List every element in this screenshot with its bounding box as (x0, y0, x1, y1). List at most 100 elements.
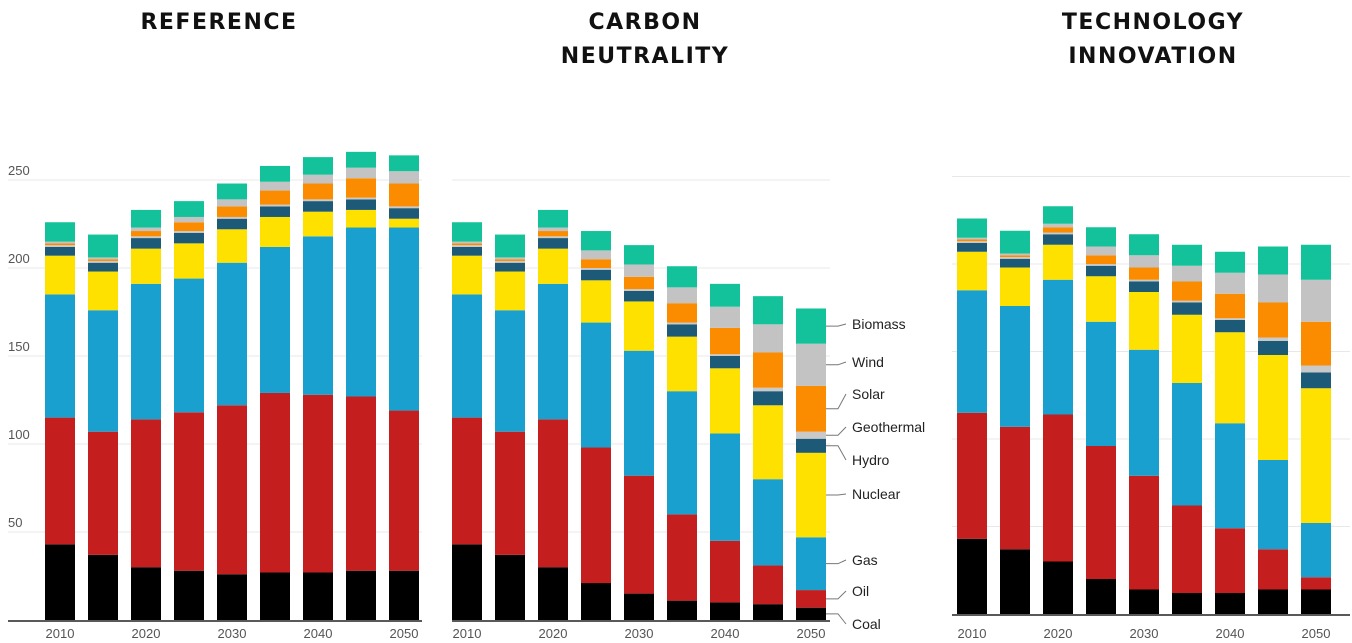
reference-bar-oil-2045 (346, 396, 376, 571)
carbon-neutrality-bar-geothermal-2030 (624, 289, 654, 291)
carbon-neutrality-bar-oil-2040 (710, 540, 740, 603)
reference-x-tick-label: 2040 (304, 626, 333, 641)
technology-innovation-bar-hydro-2025 (1086, 265, 1116, 277)
reference-bar-coal-2015 (88, 554, 118, 620)
technology-innovation-bar-gas-2010 (957, 290, 987, 413)
technology-innovation-bar-oil-2030 (1129, 475, 1159, 590)
technology-innovation-bar-solar-2020 (1043, 227, 1073, 233)
reference-bar-solar-2035 (260, 190, 290, 205)
reference-bar-wind-2050 (389, 171, 419, 184)
reference-bar-coal-2045 (346, 570, 376, 620)
reference-y-tick-label: 100 (8, 427, 30, 442)
technology-innovation-bar-solar-2045 (1258, 302, 1288, 338)
carbon-neutrality-bar-nuclear-2020 (538, 248, 568, 284)
reference-bar-biomass-2035 (260, 165, 290, 182)
carbon-neutrality-bar-wind-2020 (538, 227, 568, 232)
reference-bar-gas-2045 (346, 227, 376, 397)
legend-leader-oil (826, 590, 847, 600)
technology-innovation-bar-nuclear-2045 (1258, 355, 1288, 460)
technology-innovation-bar-nuclear-2035 (1172, 314, 1202, 383)
reference-bar-geothermal-2010 (45, 245, 75, 247)
reference-bar-gas-2025 (174, 278, 204, 413)
carbon-neutrality-bar-biomass-2025 (581, 231, 611, 251)
reference-bar-oil-2025 (174, 412, 204, 571)
reference-bar-nuclear-2025 (174, 243, 204, 279)
carbon-neutrality-bar-hydro-2020 (538, 238, 568, 249)
reference-bar-nuclear-2035 (260, 216, 290, 247)
technology-innovation-bar-biomass-2030 (1129, 234, 1159, 256)
carbon-neutrality-bar-gas-2045 (753, 479, 783, 566)
reference-bar-hydro-2050 (389, 208, 419, 219)
legend-leader-coal (826, 613, 847, 625)
technology-innovation-bar-geothermal-2015 (1000, 257, 1030, 259)
reference-bar-nuclear-2010 (45, 255, 75, 295)
chart-title-carbon-neutrality: CARBON NEUTRALITY (560, 10, 730, 69)
technology-innovation-bar-solar-2010 (957, 239, 987, 242)
reference-bar-biomass-2020 (131, 209, 161, 228)
carbon-neutrality-bar-nuclear-2015 (495, 271, 525, 311)
reference-bar-geothermal-2035 (260, 204, 290, 207)
legend-label-hydro: Hydro (852, 452, 890, 468)
reference-bar-biomass-2050 (389, 155, 419, 172)
reference-x-tick-label: 2030 (218, 626, 247, 641)
reference-bar-nuclear-2020 (131, 248, 161, 284)
technology-innovation-bar-coal-2050 (1301, 589, 1331, 614)
reference-bar-oil-2030 (217, 405, 247, 575)
technology-innovation-bar-wind-2030 (1129, 255, 1159, 268)
technology-innovation-bar-wind-2020 (1043, 223, 1073, 228)
technology-innovation-bar-nuclear-2020 (1043, 244, 1073, 280)
technology-innovation-bar-hydro-2015 (1000, 258, 1030, 268)
carbon-neutrality-x-tick-label: 2050 (797, 626, 826, 641)
carbon-neutrality-bar-hydro-2045 (753, 391, 783, 406)
technology-innovation-bar-hydro-2040 (1215, 320, 1245, 333)
carbon-neutrality-bar-oil-2020 (538, 419, 568, 568)
carbon-neutrality-bar-nuclear-2050 (796, 452, 826, 538)
carbon-neutrality-bar-gas-2040 (710, 433, 740, 541)
technology-innovation-bar-gas-2040 (1215, 423, 1245, 529)
technology-innovation-bar-hydro-2045 (1258, 341, 1288, 355)
reference-bar-nuclear-2050 (389, 218, 419, 228)
carbon-neutrality-bar-geothermal-2045 (753, 387, 783, 392)
technology-innovation-bar-geothermal-2020 (1043, 232, 1073, 235)
carbon-neutrality-bar-geothermal-2025 (581, 268, 611, 270)
technology-innovation-bar-gas-2050 (1301, 523, 1331, 578)
reference-bar-coal-2040 (303, 572, 333, 620)
carbon-neutrality-bar-coal-2035 (667, 600, 697, 620)
technology-innovation-bar-biomass-2040 (1215, 251, 1245, 273)
technology-innovation-bar-hydro-2020 (1043, 234, 1073, 245)
technology-innovation-x-tick-label: 2030 (1130, 626, 1159, 641)
carbon-neutrality-bar-oil-2050 (796, 590, 826, 608)
reference-bar-geothermal-2045 (346, 197, 376, 200)
carbon-neutrality-bar-solar-2025 (581, 259, 611, 268)
carbon-neutrality-bar-geothermal-2050 (796, 431, 826, 439)
reference-bar-wind-2030 (217, 199, 247, 207)
technology-innovation-bar-coal-2010 (957, 538, 987, 614)
reference-bar-oil-2040 (303, 394, 333, 573)
technology-innovation-bar-hydro-2030 (1129, 281, 1159, 292)
carbon-neutrality-bar-hydro-2010 (452, 246, 482, 256)
reference-bar-solar-2015 (88, 259, 118, 261)
technology-innovation-bar-coal-2020 (1043, 561, 1073, 614)
reference-bar-nuclear-2040 (303, 211, 333, 237)
legend-label-coal: Coal (852, 616, 881, 632)
technology-innovation-bar-coal-2030 (1129, 589, 1159, 614)
carbon-neutrality-bar-solar-2040 (710, 327, 740, 355)
reference-bar-gas-2010 (45, 294, 75, 418)
reference-bar-geothermal-2050 (389, 206, 419, 209)
carbon-neutrality-x-tick-label: 2040 (711, 626, 740, 641)
technology-innovation-bar-gas-2025 (1086, 321, 1116, 446)
reference-bar-nuclear-2015 (88, 271, 118, 311)
reference-bar-wind-2035 (260, 181, 290, 191)
carbon-neutrality-bar-geothermal-2035 (667, 322, 697, 325)
carbon-neutrality-bar-wind-2040 (710, 306, 740, 328)
technology-innovation-bar-hydro-2050 (1301, 372, 1331, 389)
technology-innovation-bar-gas-2015 (1000, 306, 1030, 427)
technology-innovation-bar-biomass-2020 (1043, 206, 1073, 224)
technology-innovation-bar-coal-2045 (1258, 589, 1288, 614)
reference-bar-geothermal-2040 (303, 199, 333, 202)
technology-innovation-bar-biomass-2025 (1086, 227, 1116, 247)
reference-bar-oil-2035 (260, 392, 290, 573)
carbon-neutrality-bar-solar-2010 (452, 243, 482, 246)
technology-innovation-x-tick-label: 2050 (1302, 626, 1331, 641)
legend-label-nuclear: Nuclear (852, 486, 901, 502)
